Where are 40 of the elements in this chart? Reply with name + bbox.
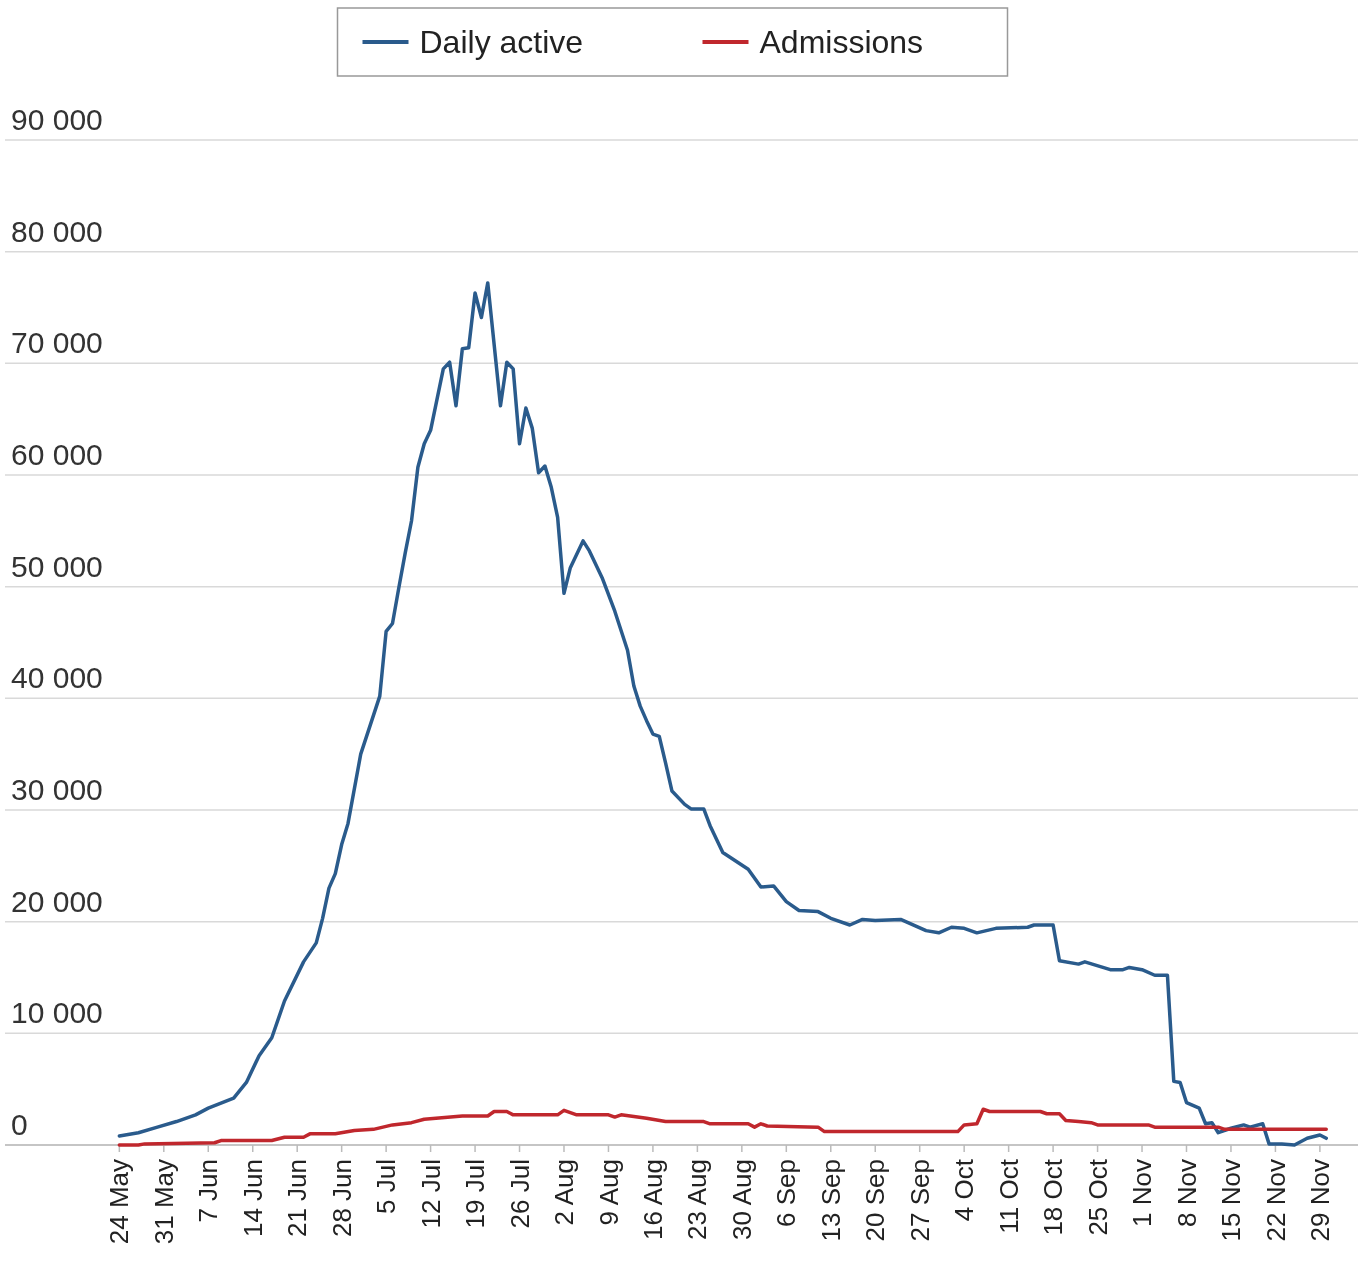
y-tick-label: 80 000 — [11, 214, 103, 248]
x-tick-label: 9 Aug — [593, 1159, 624, 1226]
y-tick-label: 90 000 — [11, 103, 103, 136]
x-tick-label: 22 Nov — [1260, 1159, 1291, 1242]
x-tick-label: 5 Jul — [371, 1159, 402, 1214]
y-tick-label: 10 000 — [11, 996, 103, 1030]
x-tick-label: 18 Oct — [1038, 1158, 1069, 1236]
y-tick-label: 0 — [11, 1108, 28, 1141]
x-tick-label: 26 Jul — [504, 1159, 535, 1229]
x-tick-label: 1 Nov — [1127, 1159, 1158, 1227]
x-tick-label: 14 Jun — [237, 1159, 268, 1238]
x-tick-label: 27 Sep — [904, 1159, 935, 1242]
x-tick-label: 24 May — [104, 1159, 135, 1245]
x-tick-label: 29 Nov — [1304, 1159, 1335, 1242]
x-tick-label: 6 Sep — [771, 1159, 802, 1227]
y-tick-label: 60 000 — [11, 438, 103, 471]
x-tick-label: 2 Aug — [549, 1159, 580, 1226]
x-tick-label: 23 Aug — [682, 1159, 713, 1240]
y-tick-label: 70 000 — [11, 326, 103, 360]
x-tick-label: 28 Jun — [326, 1159, 357, 1238]
legend-label: Daily active — [419, 24, 584, 60]
x-tick-label: 7 Jun — [193, 1159, 224, 1223]
x-tick-label: 25 Oct — [1082, 1158, 1113, 1236]
y-tick-label: 40 000 — [11, 661, 103, 695]
x-tick-label: 31 May — [148, 1159, 179, 1245]
x-tick-label: 13 Sep — [815, 1159, 846, 1242]
y-tick-label: 20 000 — [11, 884, 103, 918]
legend-label: Admissions — [759, 24, 924, 60]
x-tick-label: 11 Oct — [993, 1158, 1024, 1234]
x-tick-label: 4 Oct — [949, 1158, 980, 1222]
x-tick-label: 12 Jul — [415, 1159, 446, 1229]
y-tick-label: 30 000 — [11, 773, 103, 806]
y-tick-label: 50 000 — [11, 549, 103, 583]
x-tick-label: 20 Sep — [860, 1159, 891, 1242]
x-tick-label: 19 Jul — [460, 1159, 491, 1229]
x-tick-label: 16 Aug — [638, 1159, 669, 1240]
x-tick-label: 21 Jun — [282, 1159, 313, 1238]
x-tick-label: 15 Nov — [1216, 1159, 1247, 1242]
x-tick-label: 8 Nov — [1171, 1159, 1202, 1227]
x-tick-label: 30 Aug — [726, 1159, 757, 1240]
